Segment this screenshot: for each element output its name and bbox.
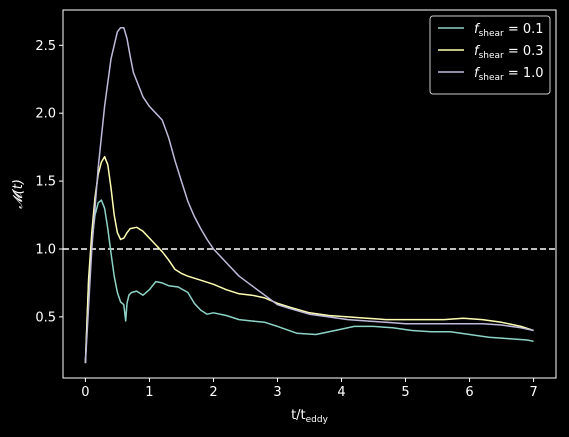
x-tick-label: 1 [145,385,153,400]
y-tick-label: 2.0 [35,107,56,122]
y-tick-label: 2.5 [35,39,56,54]
y-tick-label: 1.5 [35,175,56,190]
x-tick-label: 0 [81,385,89,400]
x-tick-label: 5 [401,385,409,400]
x-tick-label: 4 [337,385,345,400]
x-tick-label: 7 [529,385,537,400]
y-tick-label: 1.0 [35,242,56,257]
x-tick-label: 6 [465,385,473,400]
y-axis-label: 𝓜(t) [11,179,26,209]
y-tick-label: 0.5 [35,310,56,325]
x-tick-label: 3 [273,385,281,400]
x-tick-label: 2 [209,385,217,400]
